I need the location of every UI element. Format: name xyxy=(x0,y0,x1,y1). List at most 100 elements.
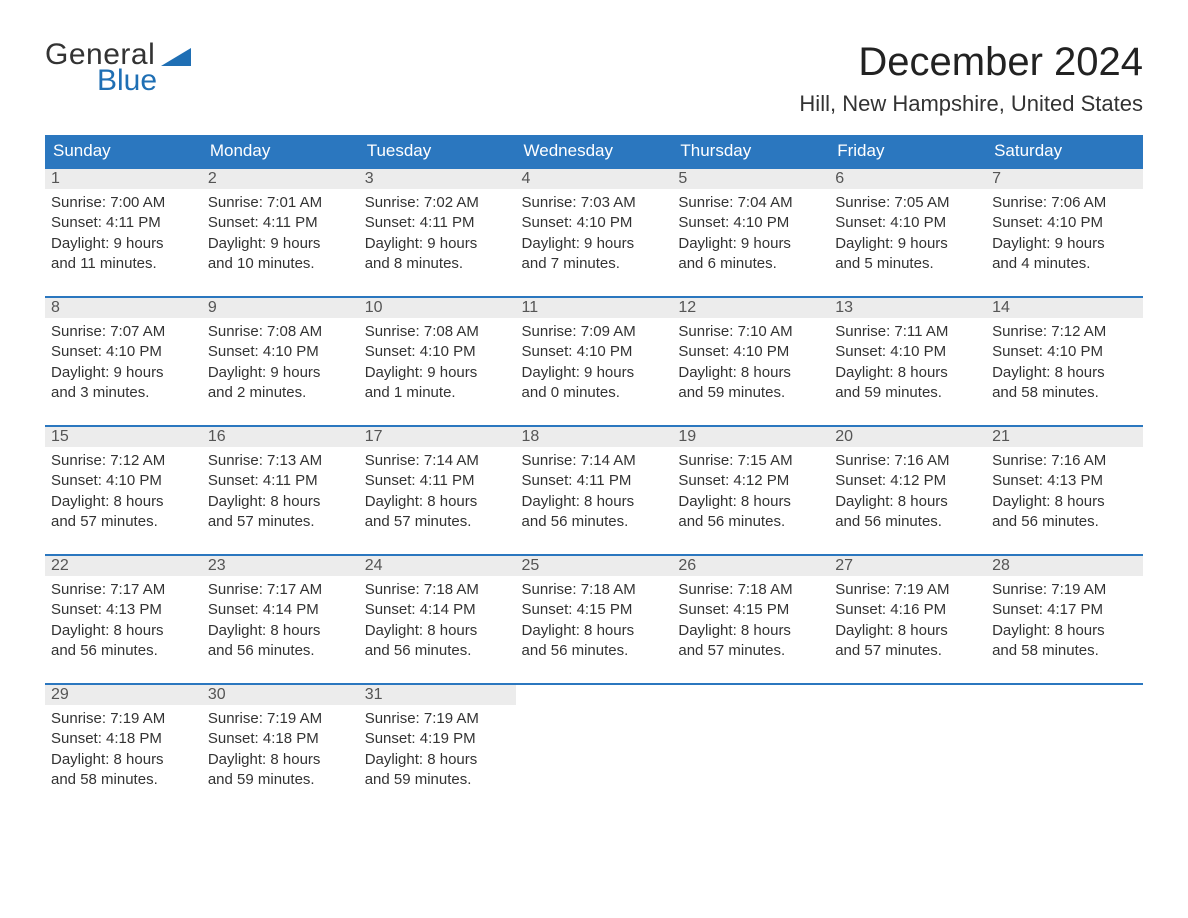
day1-line: Daylight: 8 hours xyxy=(835,621,980,641)
day2-line: and 56 minutes. xyxy=(365,641,510,661)
calendar-body: 1Sunrise: 7:00 AMSunset: 4:11 PMDaylight… xyxy=(45,168,1143,812)
sunrise-line: Sunrise: 7:18 AM xyxy=(365,580,510,600)
day-content: Sunrise: 7:04 AMSunset: 4:10 PMDaylight:… xyxy=(672,189,829,296)
day-cell: 19Sunrise: 7:15 AMSunset: 4:12 PMDayligh… xyxy=(672,426,829,555)
day-content: Sunrise: 7:11 AMSunset: 4:10 PMDaylight:… xyxy=(829,318,986,425)
day-cell xyxy=(829,684,986,812)
day1-line: Daylight: 8 hours xyxy=(365,750,510,770)
sunset-line: Sunset: 4:17 PM xyxy=(992,600,1137,620)
sunrise-line: Sunrise: 7:11 AM xyxy=(835,322,980,342)
day1-line: Daylight: 8 hours xyxy=(51,621,196,641)
day1-line: Daylight: 8 hours xyxy=(678,621,823,641)
sunset-line: Sunset: 4:10 PM xyxy=(992,342,1137,362)
day-cell: 18Sunrise: 7:14 AMSunset: 4:11 PMDayligh… xyxy=(516,426,673,555)
day2-line: and 0 minutes. xyxy=(522,383,667,403)
sunset-line: Sunset: 4:10 PM xyxy=(678,213,823,233)
day-content: Sunrise: 7:16 AMSunset: 4:12 PMDaylight:… xyxy=(829,447,986,554)
day-content xyxy=(516,707,673,733)
sunset-line: Sunset: 4:11 PM xyxy=(365,471,510,491)
day-number: 1 xyxy=(45,169,202,189)
day1-line: Daylight: 9 hours xyxy=(208,234,353,254)
day-header: Saturday xyxy=(986,135,1143,168)
day-number: 21 xyxy=(986,427,1143,447)
page: General Blue December 2024 Hill, New Ham… xyxy=(0,0,1188,852)
sunset-line: Sunset: 4:10 PM xyxy=(208,342,353,362)
day2-line: and 10 minutes. xyxy=(208,254,353,274)
sunset-line: Sunset: 4:11 PM xyxy=(51,213,196,233)
day-cell: 20Sunrise: 7:16 AMSunset: 4:12 PMDayligh… xyxy=(829,426,986,555)
day2-line: and 57 minutes. xyxy=(365,512,510,532)
day1-line: Daylight: 8 hours xyxy=(365,621,510,641)
day-content: Sunrise: 7:14 AMSunset: 4:11 PMDaylight:… xyxy=(359,447,516,554)
day2-line: and 56 minutes. xyxy=(678,512,823,532)
day-cell: 17Sunrise: 7:14 AMSunset: 4:11 PMDayligh… xyxy=(359,426,516,555)
sunrise-line: Sunrise: 7:06 AM xyxy=(992,193,1137,213)
day2-line: and 56 minutes. xyxy=(992,512,1137,532)
day-cell: 21Sunrise: 7:16 AMSunset: 4:13 PMDayligh… xyxy=(986,426,1143,555)
calendar-head: SundayMondayTuesdayWednesdayThursdayFrid… xyxy=(45,135,1143,168)
sunrise-line: Sunrise: 7:10 AM xyxy=(678,322,823,342)
day1-line: Daylight: 9 hours xyxy=(51,363,196,383)
sunrise-line: Sunrise: 7:01 AM xyxy=(208,193,353,213)
sunset-line: Sunset: 4:19 PM xyxy=(365,729,510,749)
day-cell: 22Sunrise: 7:17 AMSunset: 4:13 PMDayligh… xyxy=(45,555,202,684)
calendar-table: SundayMondayTuesdayWednesdayThursdayFrid… xyxy=(45,135,1143,812)
week-row: 22Sunrise: 7:17 AMSunset: 4:13 PMDayligh… xyxy=(45,555,1143,684)
sunset-line: Sunset: 4:11 PM xyxy=(208,471,353,491)
day-header-row: SundayMondayTuesdayWednesdayThursdayFrid… xyxy=(45,135,1143,168)
day-content: Sunrise: 7:05 AMSunset: 4:10 PMDaylight:… xyxy=(829,189,986,296)
sunrise-line: Sunrise: 7:15 AM xyxy=(678,451,823,471)
day-content: Sunrise: 7:07 AMSunset: 4:10 PMDaylight:… xyxy=(45,318,202,425)
day-number: 13 xyxy=(829,298,986,318)
day1-line: Daylight: 9 hours xyxy=(835,234,980,254)
sunrise-line: Sunrise: 7:14 AM xyxy=(365,451,510,471)
day-content: Sunrise: 7:02 AMSunset: 4:11 PMDaylight:… xyxy=(359,189,516,296)
sunset-line: Sunset: 4:11 PM xyxy=(208,213,353,233)
sunset-line: Sunset: 4:10 PM xyxy=(835,213,980,233)
sunset-line: Sunset: 4:15 PM xyxy=(678,600,823,620)
day2-line: and 6 minutes. xyxy=(678,254,823,274)
day-content: Sunrise: 7:18 AMSunset: 4:15 PMDaylight:… xyxy=(516,576,673,683)
day2-line: and 7 minutes. xyxy=(522,254,667,274)
day-number: 7 xyxy=(986,169,1143,189)
day1-line: Daylight: 8 hours xyxy=(992,621,1137,641)
day-cell: 31Sunrise: 7:19 AMSunset: 4:19 PMDayligh… xyxy=(359,684,516,812)
day-number: 14 xyxy=(986,298,1143,318)
day-content xyxy=(986,707,1143,733)
day-cell: 30Sunrise: 7:19 AMSunset: 4:18 PMDayligh… xyxy=(202,684,359,812)
day-cell: 1Sunrise: 7:00 AMSunset: 4:11 PMDaylight… xyxy=(45,168,202,297)
sunrise-line: Sunrise: 7:04 AM xyxy=(678,193,823,213)
day-cell: 14 Sunrise: 7:12 AMSunset: 4:10 PMDayligh… xyxy=(986,297,1143,426)
day-content: Sunrise: 7:13 AMSunset: 4:11 PMDaylight:… xyxy=(202,447,359,554)
day-number: 29 xyxy=(45,685,202,705)
day2-line: and 56 minutes. xyxy=(522,641,667,661)
sunrise-line: Sunrise: 7:12 AM xyxy=(992,322,1137,342)
sunset-line: Sunset: 4:11 PM xyxy=(365,213,510,233)
day-content: Sunrise: 7:06 AMSunset: 4:10 PMDaylight:… xyxy=(986,189,1143,296)
day2-line: and 59 minutes. xyxy=(678,383,823,403)
day-cell xyxy=(672,684,829,812)
week-row: 29Sunrise: 7:19 AMSunset: 4:18 PMDayligh… xyxy=(45,684,1143,812)
day2-line: and 58 minutes. xyxy=(992,641,1137,661)
day-number: 11 xyxy=(516,298,673,318)
day1-line: Daylight: 8 hours xyxy=(365,492,510,512)
day-number: 23 xyxy=(202,556,359,576)
day1-line: Daylight: 9 hours xyxy=(678,234,823,254)
sunset-line: Sunset: 4:12 PM xyxy=(835,471,980,491)
sunrise-line: Sunrise: 7:18 AM xyxy=(678,580,823,600)
day1-line: Daylight: 8 hours xyxy=(992,363,1137,383)
day1-line: Daylight: 9 hours xyxy=(522,234,667,254)
location: Hill, New Hampshire, United States xyxy=(799,91,1143,117)
day1-line: Daylight: 8 hours xyxy=(835,492,980,512)
day-content: Sunrise: 7:19 AMSunset: 4:17 PMDaylight:… xyxy=(986,576,1143,683)
sunrise-line: Sunrise: 7:12 AM xyxy=(51,451,196,471)
day-number: 22 xyxy=(45,556,202,576)
sunset-line: Sunset: 4:10 PM xyxy=(365,342,510,362)
day2-line: and 3 minutes. xyxy=(51,383,196,403)
brand-logo: General Blue xyxy=(45,40,191,96)
day2-line: and 59 minutes. xyxy=(208,770,353,790)
day1-line: Daylight: 8 hours xyxy=(51,750,196,770)
day-content: Sunrise: 7:18 AMSunset: 4:14 PMDaylight:… xyxy=(359,576,516,683)
week-row: 1Sunrise: 7:00 AMSunset: 4:11 PMDaylight… xyxy=(45,168,1143,297)
sunset-line: Sunset: 4:14 PM xyxy=(208,600,353,620)
